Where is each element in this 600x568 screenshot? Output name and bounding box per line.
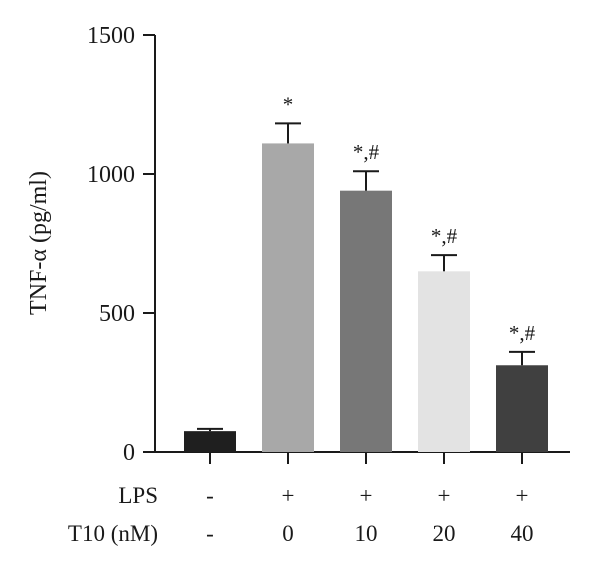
condition-value-0-1: + xyxy=(282,483,295,508)
condition-value-0-2: + xyxy=(360,483,373,508)
significance-label-2: *,# xyxy=(353,140,380,164)
condition-value-0-3: + xyxy=(438,483,451,508)
error-bars xyxy=(197,122,535,432)
significance-label-3: *,# xyxy=(431,224,458,248)
bar-4 xyxy=(496,365,548,452)
condition-value-1-0: - xyxy=(206,521,214,546)
condition-value-0-0: - xyxy=(206,483,214,508)
y-tick-label-1: 500 xyxy=(99,301,135,327)
significance-label-4: *,# xyxy=(509,321,536,345)
condition-label-0: LPS xyxy=(118,483,158,508)
y-axis-label: TNF-α (pg/ml) xyxy=(26,171,52,315)
condition-value-1-4: 40 xyxy=(511,521,534,546)
y-tick-label-3: 1500 xyxy=(87,23,135,49)
y-ticks: 0 500 1000 1500 xyxy=(87,23,155,466)
bar-1 xyxy=(262,143,314,453)
annotations: * *,# *,# *,# xyxy=(283,92,536,345)
condition-label-1: T10 (nM) xyxy=(68,521,158,546)
y-tick-label-2: 1000 xyxy=(87,162,135,188)
condition-value-1-1: 0 xyxy=(282,521,294,546)
y-tick-label-0: 0 xyxy=(123,440,135,466)
condition-value-1-2: 10 xyxy=(355,521,378,546)
significance-label-1: * xyxy=(283,92,294,116)
x-ticks xyxy=(209,452,523,464)
condition-table: LPS - + + + + T10 (nM) - 0 10 20 40 xyxy=(68,483,534,546)
bars xyxy=(184,143,548,453)
bar-0 xyxy=(184,431,236,452)
bar-3 xyxy=(418,271,470,452)
condition-value-1-3: 20 xyxy=(433,521,456,546)
condition-value-0-4: + xyxy=(516,483,529,508)
bar-2 xyxy=(340,190,392,452)
